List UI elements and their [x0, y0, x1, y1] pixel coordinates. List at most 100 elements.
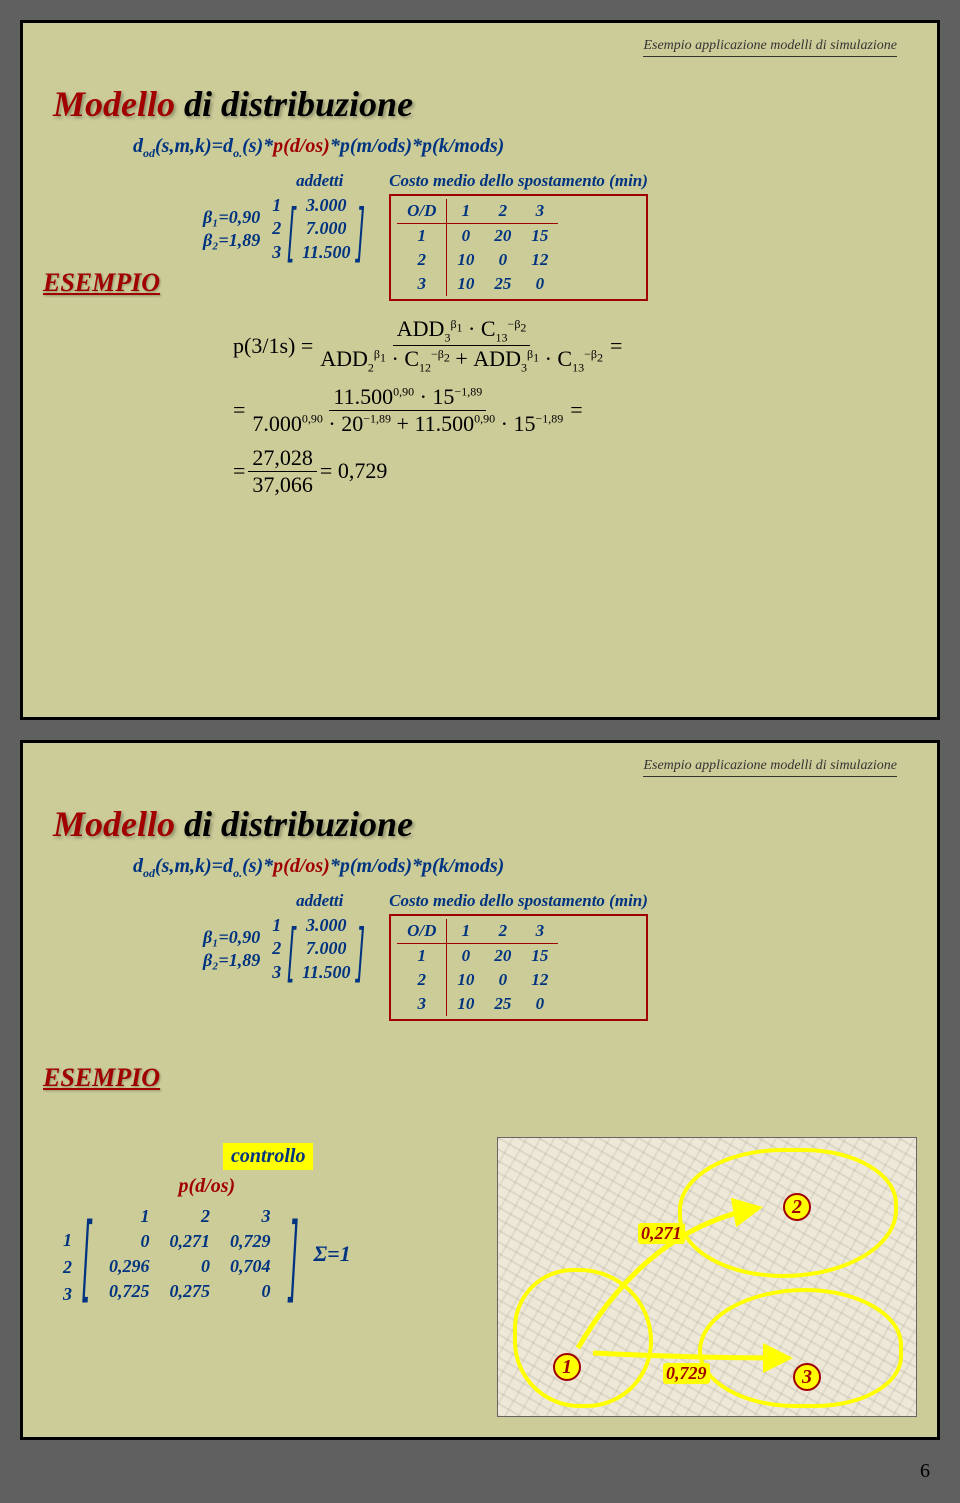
eq2-l: =	[233, 397, 245, 423]
zone-label-3: 3	[793, 1363, 821, 1391]
zone-3	[698, 1288, 903, 1408]
header-label: Esempio applicazione modelli di simulazi…	[643, 38, 897, 57]
val: 3.000	[302, 914, 351, 937]
map: 1 2 3 0,271 0,729	[497, 1137, 917, 1417]
val-2: 7.000	[302, 217, 351, 240]
val: 7.000	[302, 937, 351, 960]
f-lhs: dod(s,m,k)=do.(s)*	[133, 135, 273, 157]
sigma-label: Σ=1	[314, 1241, 351, 1267]
eq3-frac: 27,028 37,066	[248, 445, 317, 498]
eq1-lhs: p(3/1s) =	[233, 333, 313, 359]
eq2-frac: 11.5000,90 · 15−1,89 7.0000,90 · 20−1,89…	[248, 384, 567, 437]
addetti-table: 1 2 3 [ 3.000 7.000 11.500 ]	[270, 194, 369, 264]
title-red: Modello	[53, 84, 175, 124]
table-row: 0,7250,2750	[99, 1279, 281, 1304]
zone-label-2: 2	[783, 1193, 811, 1221]
f-pdos: p(d/os)	[273, 855, 330, 877]
table-row: 310250	[397, 992, 558, 1016]
cost-table: O/D 1 2 3 102015 210012 310250	[389, 194, 648, 301]
table-row: 310250	[397, 272, 558, 296]
cost-label: Costo medio dello spostamento (min)	[389, 171, 648, 191]
input-row: β₁=0,90 β₂=1,89 addetti 1 2 3 [ 3.000 7.…	[203, 171, 907, 301]
pdos-label: p(d/os)	[63, 1175, 351, 1198]
val-1: 3.000	[302, 194, 351, 217]
eq1-frac: ADD3β1 · C13−β2 ADD2β1 · C12−β2 + ADD3β1…	[316, 316, 607, 376]
pdos-block: p(d/os) 1 2 3 [ 123 00,2710,729 0,29600,…	[63, 1175, 351, 1308]
eq2-r: =	[570, 397, 582, 423]
cost-block: Costo medio dello spostamento (min) O/D …	[389, 171, 648, 301]
val-3: 11.500	[302, 241, 351, 264]
addetti-label: addetti	[270, 171, 369, 191]
addetti: addetti 1 2 3 [ 3.000 7.000 11.500 ]	[270, 171, 369, 264]
cost-label: Costo medio dello spostamento (min)	[389, 891, 648, 911]
ridx: 2	[63, 1254, 72, 1281]
slide-2: Esempio applicazione modelli di simulazi…	[20, 740, 940, 1440]
esempio-label: ESEMPIO	[43, 1063, 160, 1093]
title-red: Modello	[53, 804, 175, 844]
eq3-l: =	[233, 458, 245, 484]
idx: 2	[272, 937, 281, 960]
val: 11.500	[302, 961, 351, 984]
betas: β₁=0,90 β₂=1,89	[203, 206, 260, 253]
idx-2: 2	[272, 217, 281, 240]
beta2: β₂=1,89	[203, 949, 260, 972]
f-pdos: p(d/os)	[273, 135, 330, 157]
bracket-l: [	[288, 195, 295, 264]
title-black: di distribuzione	[175, 84, 413, 124]
cost-block: Costo medio dello spostamento (min) O/D1…	[389, 891, 648, 1021]
idx: 3	[272, 961, 281, 984]
idx-3: 3	[272, 241, 281, 264]
table-row: 210012	[397, 968, 558, 992]
hdr-2: 2	[484, 199, 521, 224]
beta1: β₁=0,90	[203, 926, 260, 949]
table-row: 102015	[397, 224, 558, 249]
ridx: 1	[63, 1227, 72, 1254]
col-hdr: 123	[99, 1204, 281, 1229]
zone-1	[513, 1268, 653, 1408]
table-row: 102015	[397, 944, 558, 969]
esempio-label: ESEMPIO	[43, 268, 160, 298]
beta1: β₁=0,90	[203, 206, 260, 229]
page-number: 6	[0, 1460, 960, 1503]
bracket-r: ]	[357, 915, 364, 984]
bracket-l: [	[288, 915, 295, 984]
eq3-res: = 0,729	[320, 458, 387, 484]
f-rest: *p(m/ods)*p(k/mods)	[330, 855, 504, 877]
bottom-left: controllo p(d/os) 1 2 3 [ 123 00,2710,72…	[63, 1143, 351, 1308]
addetti-idx: 1 2 3	[272, 194, 281, 264]
bracket-r: ]	[357, 195, 364, 264]
zone-label-1: 1	[553, 1353, 581, 1381]
hdr-3: 3	[521, 199, 558, 224]
addetti-table: 1 2 3 [ 3.000 7.000 11.500 ]	[270, 914, 369, 984]
f-rest: *p(m/ods)*p(k/mods)	[330, 135, 504, 157]
equation-1: p(3/1s) = ADD3β1 · C13−β2 ADD2β1 · C12−β…	[233, 316, 907, 498]
table-row: 210012	[397, 248, 558, 272]
hdr-1: 1	[447, 199, 485, 224]
ridx: 3	[63, 1281, 72, 1308]
hdr-od: O/D	[397, 199, 447, 224]
f-lhs: dod(s,m,k)=do.(s)*	[133, 855, 273, 877]
pdos-table: 1 2 3 [ 123 00,2710,729 0,29600,704 0,72…	[63, 1200, 351, 1308]
slide-title: Modello di distribuzione	[53, 803, 907, 845]
arrow-label-2: 0,729	[663, 1363, 710, 1384]
table-row: 00,2710,729	[99, 1229, 281, 1254]
header-label: Esempio applicazione modelli di simulazi…	[643, 758, 897, 777]
addetti-label: addetti	[270, 891, 369, 911]
bracket-l: [	[83, 1203, 91, 1306]
slide-title: Modello di distribuzione	[53, 83, 907, 125]
idx-1: 1	[272, 194, 281, 217]
input-row: β₁=0,90 β₂=1,89 addetti 1 2 3 [ 3.000 7.…	[203, 891, 907, 1021]
controllo-label: controllo	[223, 1143, 313, 1170]
formula: dod(s,m,k)=do.(s)*p(d/os)*p(m/ods)*p(k/m…	[133, 135, 907, 161]
slide-1: Esempio applicazione modelli di simulazi…	[20, 20, 940, 720]
table-row: 0,29600,704	[99, 1254, 281, 1279]
eq1-eq: =	[610, 333, 622, 359]
arrow-label-1: 0,271	[638, 1223, 685, 1244]
cost-table: O/D123 102015 210012 310250	[389, 914, 648, 1021]
bracket-r: ]	[289, 1203, 297, 1306]
formula: dod(s,m,k)=do.(s)*p(d/os)*p(m/ods)*p(k/m…	[133, 855, 907, 881]
addetti-vals: 3.000 7.000 11.500	[302, 194, 351, 264]
idx: 1	[272, 914, 281, 937]
title-black: di distribuzione	[175, 804, 413, 844]
addetti: addetti 1 2 3 [ 3.000 7.000 11.500 ]	[270, 891, 369, 984]
